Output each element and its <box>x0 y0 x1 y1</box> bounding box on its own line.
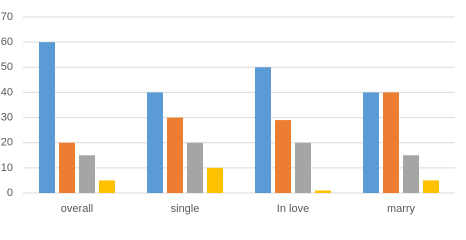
bar <box>383 92 399 193</box>
x-tick-label: single <box>171 203 200 215</box>
bar <box>275 120 291 193</box>
bar <box>315 190 331 193</box>
x-tick-label: In love <box>277 203 309 215</box>
x-tick-label: marry <box>387 203 416 215</box>
bar <box>59 142 75 193</box>
y-tick-label: 60 <box>1 36 13 48</box>
y-tick-label: 50 <box>1 61 13 73</box>
chart: 0 10 20 30 40 50 60 70 overall single In love marry <box>1 11 455 215</box>
bar <box>39 42 55 194</box>
bar <box>403 155 419 193</box>
bar <box>79 155 95 193</box>
y-tick-label: 30 <box>1 111 13 123</box>
bar <box>99 180 115 193</box>
x-tick-label: overall <box>61 203 93 215</box>
bar <box>207 167 223 193</box>
bar <box>255 67 271 193</box>
bar <box>363 92 379 193</box>
bar <box>187 142 203 193</box>
bar <box>147 92 163 193</box>
bar <box>423 180 439 193</box>
y-tick-label: 70 <box>1 11 13 23</box>
y-tick-label: 40 <box>1 86 13 98</box>
bar <box>295 142 311 193</box>
bar <box>167 117 183 193</box>
y-tick-label: 10 <box>1 162 13 174</box>
y-tick-label: 0 <box>7 187 13 199</box>
y-tick-label: 20 <box>1 137 13 149</box>
